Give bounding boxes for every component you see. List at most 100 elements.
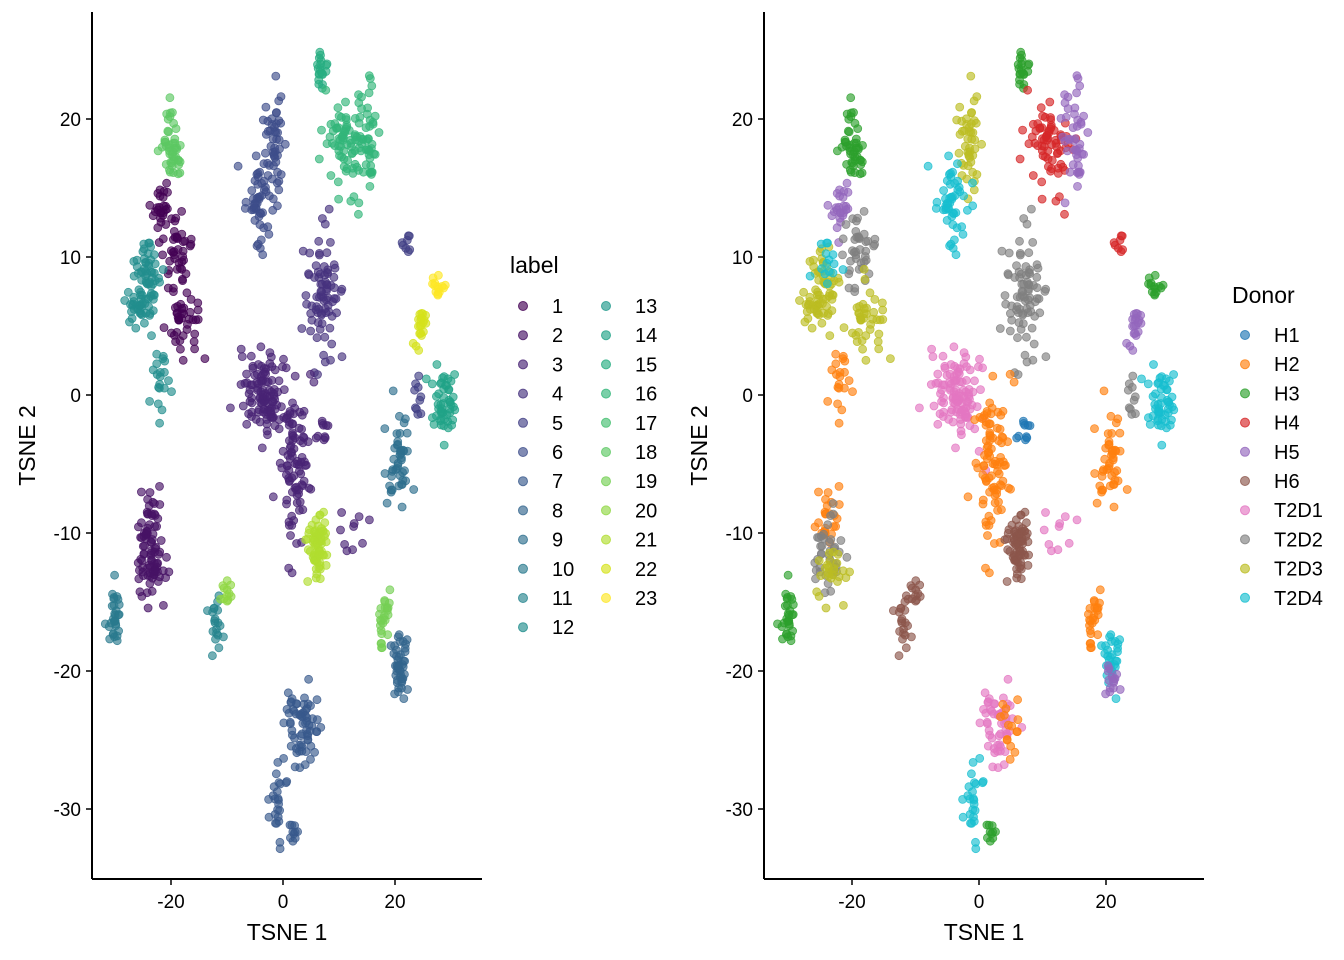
point — [410, 385, 420, 395]
point — [1007, 301, 1016, 311]
point — [259, 176, 269, 186]
point — [1004, 720, 1013, 730]
point — [432, 360, 442, 369]
point — [1056, 159, 1066, 169]
point — [317, 279, 327, 289]
point — [1012, 433, 1022, 443]
point — [275, 144, 284, 154]
legend-label: 23 — [635, 588, 657, 610]
point — [143, 294, 153, 304]
point — [214, 643, 224, 653]
legend-label: 16 — [635, 384, 657, 406]
point — [344, 125, 354, 135]
legend-label: H3 — [1274, 383, 1300, 405]
point — [969, 799, 979, 809]
point — [878, 298, 887, 308]
legend-item: 9 — [518, 530, 563, 552]
point — [1009, 377, 1019, 387]
point — [850, 118, 860, 128]
point — [380, 424, 390, 434]
point — [207, 651, 217, 661]
point — [311, 433, 321, 443]
point — [1000, 291, 1010, 300]
legend-item: 7 — [518, 471, 563, 493]
point — [1037, 177, 1047, 187]
point — [931, 378, 941, 388]
point — [139, 318, 149, 328]
x-tick-label: -20 — [157, 892, 184, 913]
point — [999, 461, 1009, 470]
point — [936, 389, 945, 399]
point — [784, 610, 794, 620]
y-tick-label: 0 — [742, 386, 753, 407]
point — [823, 396, 833, 406]
point — [980, 450, 989, 460]
legend-swatch — [1240, 446, 1250, 457]
point — [849, 161, 858, 171]
point — [825, 548, 834, 558]
point — [136, 518, 146, 528]
point — [846, 93, 856, 103]
y-tick-label: 20 — [60, 110, 81, 131]
legend-swatch — [1240, 563, 1250, 574]
point — [368, 119, 378, 129]
point — [851, 247, 860, 257]
y-tick-label: -10 — [54, 524, 81, 545]
legend-label: 2 — [552, 325, 563, 347]
point — [145, 396, 155, 406]
point — [100, 619, 110, 629]
point — [827, 211, 837, 221]
point — [305, 369, 315, 379]
point — [255, 417, 265, 427]
legend-item: T2D4 — [1240, 588, 1323, 610]
point — [981, 521, 991, 530]
point — [1071, 145, 1081, 155]
point — [842, 178, 852, 188]
point — [826, 535, 836, 544]
point — [865, 288, 875, 298]
point — [959, 348, 969, 358]
point — [286, 697, 296, 706]
point — [970, 135, 980, 145]
point — [953, 185, 963, 195]
point — [348, 168, 358, 178]
point — [215, 621, 225, 631]
legend-item: 17 — [601, 413, 657, 435]
point — [258, 369, 268, 379]
point — [1165, 420, 1175, 430]
point — [1101, 641, 1110, 651]
point — [396, 453, 406, 463]
point — [835, 185, 844, 195]
legend-label: H4 — [1274, 413, 1300, 435]
x-tick-label: 0 — [278, 892, 289, 913]
point — [268, 397, 278, 407]
point — [427, 413, 437, 423]
point — [970, 415, 980, 425]
point — [175, 168, 185, 178]
point — [1072, 515, 1082, 525]
point — [364, 88, 374, 98]
point — [162, 552, 171, 562]
point — [165, 256, 175, 266]
point — [1010, 556, 1019, 565]
point — [325, 237, 335, 247]
point — [138, 541, 148, 551]
point — [784, 619, 794, 629]
point — [967, 819, 976, 828]
legend-label: 21 — [635, 530, 657, 552]
point — [990, 539, 999, 548]
point — [956, 426, 966, 436]
point — [265, 348, 275, 358]
point — [112, 636, 122, 646]
point — [1064, 538, 1074, 548]
legend-swatch — [518, 534, 528, 545]
point — [259, 185, 269, 195]
point — [170, 216, 180, 226]
point — [996, 712, 1005, 722]
point — [290, 762, 300, 772]
point — [953, 159, 962, 169]
point — [933, 369, 943, 379]
point — [154, 549, 164, 559]
point — [269, 151, 279, 161]
point — [1045, 97, 1055, 107]
